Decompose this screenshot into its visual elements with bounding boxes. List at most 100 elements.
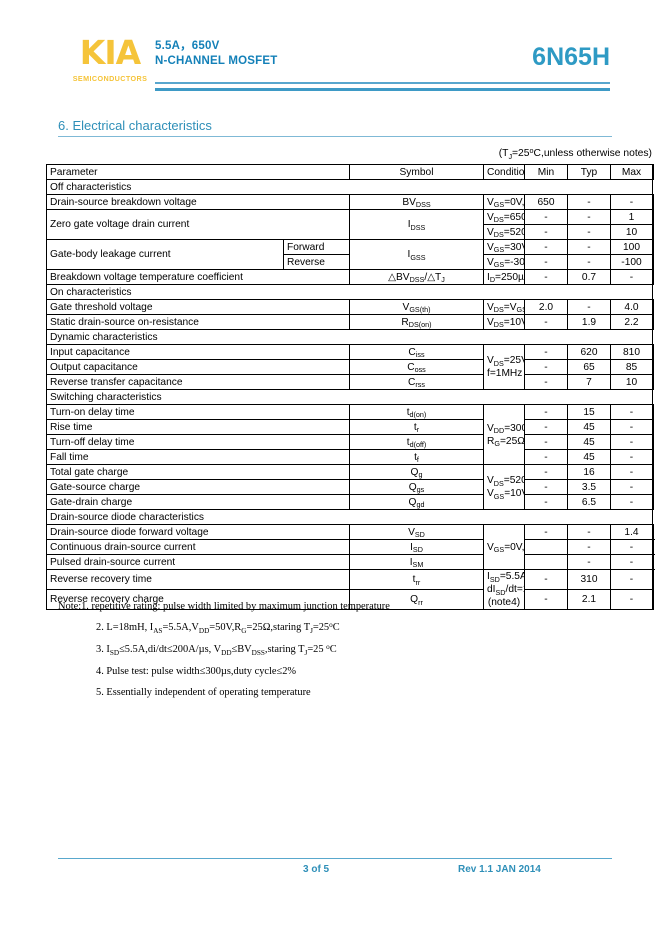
cell-parameter: Gate-source charge — [46, 479, 350, 495]
cell-parameter: Breakdown voltage temperature coefficien… — [46, 269, 350, 285]
table-row: Breakdown voltage temperature coefficien… — [46, 269, 654, 285]
cell-parameter: Input capacitance — [46, 344, 350, 360]
cell-symbol: VGS(th) — [349, 299, 484, 315]
cell-symbol: tf — [349, 449, 484, 465]
table-header: Parameter Symbol Conditions Min Typ Max … — [46, 164, 654, 180]
cell-min: - — [524, 359, 568, 375]
table-header-row: Parameter Symbol Conditions Min Typ Max … — [46, 164, 654, 180]
cell-unit: ns — [652, 569, 654, 590]
table-row: Gate-body leakage current Forward IGSS VGS=… — [46, 239, 654, 270]
cell-unit: ns — [652, 449, 654, 465]
cell-min: - — [524, 404, 568, 420]
section-label: Off characteristics — [46, 179, 653, 195]
cell-typ: - — [567, 254, 611, 270]
cell-parameter: Turn-off delay time — [46, 434, 350, 450]
cell-typ: 1.9 — [567, 314, 611, 330]
cell-parameter: Drain-source breakdown voltage — [46, 194, 350, 210]
cell-min: - — [524, 524, 568, 540]
page-footer: 3 of 5 Rev 1.1 JAN 2014 — [58, 862, 612, 878]
cell-min: - — [524, 374, 568, 390]
cell-conditions: VGS=30V,VDS=0V — [483, 239, 525, 255]
cell-parameter: Gate-drain charge — [46, 494, 350, 510]
cell-symbol: IDSS — [349, 209, 484, 240]
cell-max: 85 — [610, 359, 653, 375]
cell-min: - — [524, 254, 568, 270]
table-row: Static drain-source on-resistance RDS(on)… — [46, 314, 654, 330]
product-description: 5.5A，650V N-CHANNEL MOSFET — [155, 39, 277, 69]
cell-symbol: tr — [349, 419, 484, 435]
cell-parameter: Zero gate voltage drain current — [46, 209, 350, 240]
table-section-row: Switching characteristics — [46, 389, 654, 405]
product-type-line: N-CHANNEL MOSFET — [155, 55, 278, 67]
cell-max: - — [610, 269, 653, 285]
table-row: Drain-source diode forward voltage VSD VGS… — [46, 524, 654, 570]
cell-parameter: Reverse transfer capacitance — [46, 374, 350, 390]
table-row: Reverse recovery time trr ISD=5.5A dISD/dt=… — [46, 569, 654, 610]
footer-rule — [58, 858, 612, 860]
note-item: 3. ISD≤5.5A,di/dt≤200A/µs, VDD≤BVDSS,sta… — [96, 642, 337, 657]
cell-typ: 65 — [567, 359, 611, 375]
cell-max: - — [610, 494, 653, 510]
cell-min: - — [524, 269, 568, 285]
table-section-row: Off characteristics — [46, 179, 654, 195]
cell-typ: 310 — [567, 569, 611, 590]
cell-unit: ns — [652, 434, 654, 450]
cell-min: - — [524, 209, 568, 225]
note-item: 2. L=18mH, IAS=5.5A,VDD=50V,RG=25Ω,stari… — [96, 620, 340, 635]
cell-symbol: Ciss — [349, 344, 484, 360]
note-item: 4. Pulse test: pulse width≤300µs,duty cy… — [96, 666, 297, 677]
cell-unit: V — [652, 194, 654, 210]
cell-typ: 45 — [567, 419, 611, 435]
cell-min: - — [524, 464, 568, 480]
cell-min: 650 — [524, 194, 568, 210]
cell-symbol: VSD — [349, 524, 484, 540]
section-label: On characteristics — [46, 284, 653, 300]
section-title-rule — [58, 136, 612, 138]
cell-conditions: VDS=VGS, ID=250µA — [483, 299, 525, 315]
col-max: Max — [610, 164, 653, 180]
table-body: Off characteristics Drain-source breakdow… — [46, 179, 654, 610]
cell-max: - — [610, 589, 653, 610]
cell-max: 10 — [610, 224, 653, 240]
col-symbol: Symbol — [349, 164, 484, 180]
revision-label: Rev 1.1 JAN 2014 — [458, 864, 541, 875]
col-unit: Unit — [652, 164, 654, 180]
cell-unit: µC — [652, 589, 654, 610]
cell-min: - — [524, 449, 568, 465]
cell-max: 100 — [610, 239, 653, 255]
page-number: 3 of 5 — [303, 864, 330, 875]
cell-unit: V — [652, 299, 654, 315]
table-row: Zero gate voltage drain current IDSS VDS=6… — [46, 209, 654, 240]
cell-unit: V — [652, 524, 654, 540]
cell-unit: nC — [652, 494, 654, 510]
cell-symbol: RDS(on) — [349, 314, 484, 330]
cell-symbol: BVDSS — [349, 194, 484, 210]
cell-unit: nC — [652, 464, 654, 480]
cell-max: 4.0 — [610, 299, 653, 315]
cell-min: 2.0 — [524, 299, 568, 315]
cell-typ: 45 — [567, 449, 611, 465]
cell-parameter-sub: Forward — [283, 239, 350, 255]
cell-parameter: Pulsed drain-source current — [46, 554, 350, 570]
test-condition-note: (TJ=25oC,unless otherwise notes) — [498, 145, 652, 161]
cell-typ: 16 — [567, 464, 611, 480]
cell-min: - — [524, 314, 568, 330]
cell-symbol: IGSS — [349, 239, 484, 270]
cell-typ: - — [567, 209, 611, 225]
cell-unit: A — [652, 554, 654, 570]
cell-max: - — [610, 479, 653, 495]
cell-symbol: ISD — [349, 539, 484, 555]
cell-typ: - — [567, 299, 611, 315]
cell-typ: 45 — [567, 434, 611, 450]
cell-unit: Ω — [652, 314, 654, 330]
cell-parameter: Reverse recovery charge — [46, 589, 350, 610]
cell-unit: pF — [652, 344, 654, 360]
